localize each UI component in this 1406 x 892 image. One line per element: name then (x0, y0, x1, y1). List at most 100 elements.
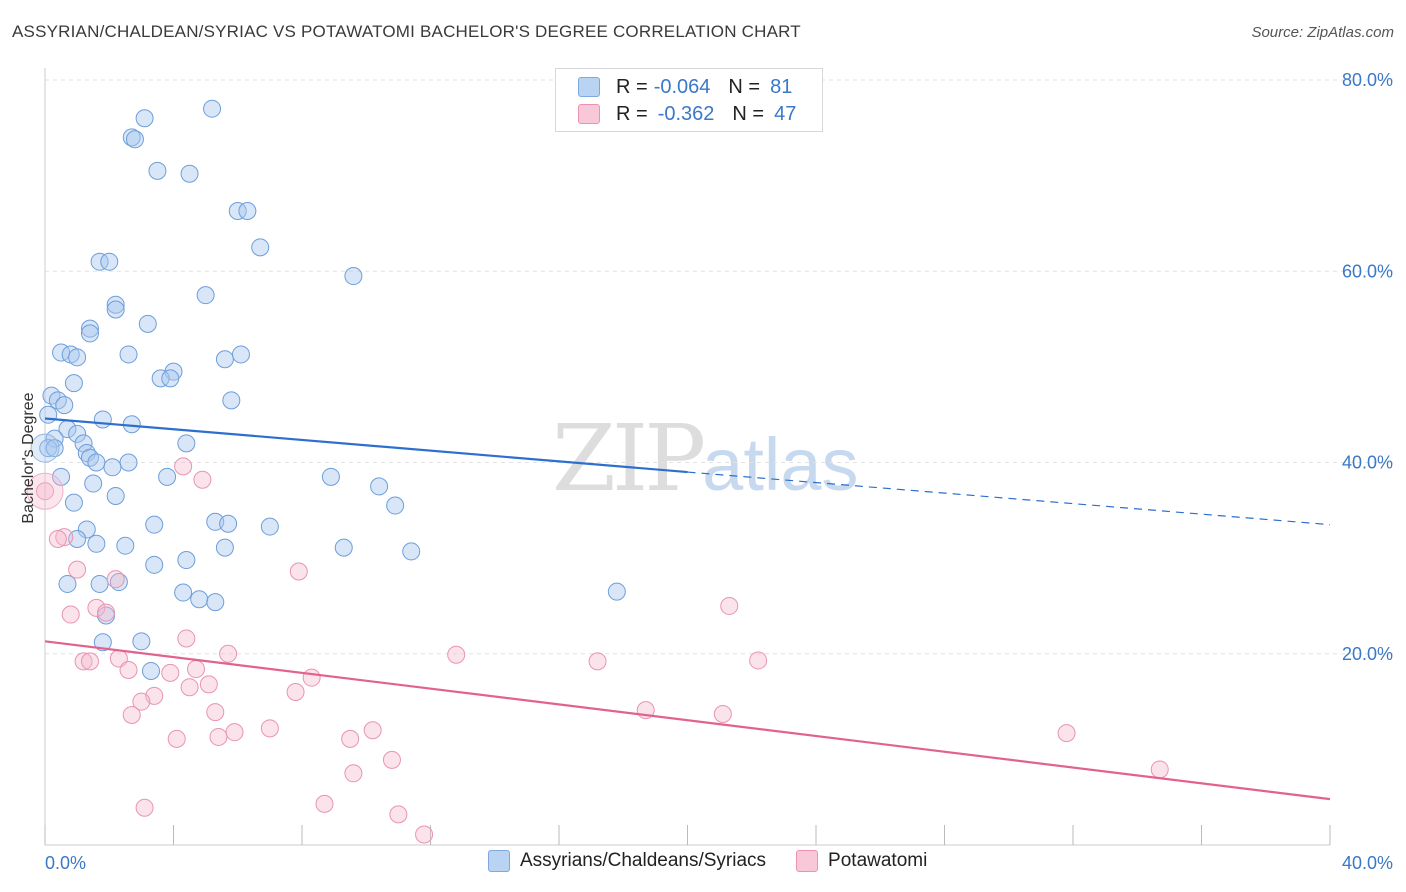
legend-r-label: R = (616, 102, 648, 125)
point-potawatomi (713, 704, 732, 723)
point-potawatomi (286, 683, 305, 701)
point-potawatomi (161, 663, 180, 682)
point-assyrians (58, 574, 77, 593)
point-assyrians (39, 439, 58, 458)
point-assyrians (231, 345, 250, 364)
point-assyrians (138, 314, 157, 333)
watermark-atlas: atlas (702, 423, 859, 506)
point-assyrians (161, 369, 180, 388)
trend-lines (44, 417, 1331, 801)
chart-title: ASSYRIAN/CHALDEAN/SYRIAC VS POTAWATOMI B… (12, 22, 801, 41)
point-assyrians (344, 267, 363, 286)
y-tick-label: 20.0% (1342, 644, 1393, 664)
point-assyrians (119, 345, 138, 364)
point-assyrians (151, 369, 170, 388)
point-potawatomi (289, 562, 308, 581)
point-potawatomi (260, 719, 279, 738)
point-assyrians (80, 324, 99, 343)
point-potawatomi (26, 472, 64, 510)
point-assyrians (219, 514, 238, 533)
point-potawatomi (193, 470, 212, 489)
point-assyrians (222, 391, 241, 410)
point-potawatomi (132, 692, 151, 711)
watermark-zip: ZIP (552, 405, 706, 512)
point-potawatomi (341, 729, 360, 748)
point-assyrians (68, 348, 87, 367)
point-potawatomi (122, 705, 141, 724)
point-potawatomi (199, 675, 218, 694)
point-assyrians (196, 286, 215, 305)
point-assyrians (321, 467, 340, 486)
trend-line-assyrians (44, 417, 688, 474)
legend-item-label: Potawatomi (828, 850, 928, 871)
point-potawatomi (206, 703, 225, 722)
point-assyrians (77, 520, 96, 539)
series-assyrians-points (30, 99, 626, 680)
legend-swatch-pink (796, 850, 819, 872)
grid-lines (45, 79, 1395, 655)
legend-item-assyrians: Assyrians/Chaldeans/Syriacs (488, 850, 766, 872)
point-potawatomi (389, 805, 408, 824)
point-assyrians (238, 202, 257, 221)
point-assyrians (45, 439, 64, 458)
point-potawatomi (415, 825, 434, 844)
series-potawatomi-points (26, 457, 1169, 844)
legend-row-assyrians: R = -0.064 N = 81 (578, 74, 792, 100)
legend-item-potawatomi: Potawatomi (796, 850, 927, 872)
y-tick-label: 80.0% (1342, 70, 1393, 90)
point-assyrians (100, 252, 119, 271)
legend-row-potawatomi: R = -0.362 N = 47 (578, 101, 796, 127)
legend-n-label: N = (728, 75, 761, 98)
point-potawatomi (87, 598, 106, 617)
point-assyrians (145, 515, 164, 534)
point-assyrians (142, 661, 161, 680)
point-assyrians (103, 458, 122, 477)
point-potawatomi (1057, 724, 1076, 743)
point-potawatomi (382, 750, 401, 769)
point-potawatomi (55, 528, 74, 547)
point-potawatomi (344, 764, 363, 783)
trend-line-assyrians-extension (687, 471, 1331, 526)
point-potawatomi (447, 645, 466, 664)
point-assyrians (87, 534, 106, 553)
source-label: Source: ZipAtlas.com (1251, 24, 1394, 41)
point-potawatomi (106, 570, 125, 589)
point-assyrians (119, 453, 138, 472)
point-assyrians (203, 99, 222, 118)
point-assyrians (190, 590, 209, 609)
point-potawatomi (302, 668, 321, 687)
legend-swatch-pink (578, 104, 600, 124)
point-assyrians (174, 583, 193, 602)
x-tick-label: 40.0% (1342, 853, 1393, 873)
point-potawatomi (180, 678, 199, 697)
watermark: ZIPatlas (552, 405, 858, 512)
point-assyrians (93, 633, 112, 652)
point-assyrians (180, 164, 199, 183)
point-potawatomi (209, 727, 228, 746)
trend-line-potawatomi (44, 640, 1331, 801)
point-potawatomi (74, 652, 93, 671)
point-assyrians (90, 252, 109, 271)
point-potawatomi (61, 605, 80, 624)
point-assyrians (132, 632, 151, 651)
stats-legend: R = -0.064 N = 81 R = -0.362 N = 47 (555, 68, 823, 132)
point-assyrians (122, 128, 141, 147)
legend-item-label: Assyrians/Chaldeans/Syriacs (520, 850, 767, 871)
y-tick-label: 60.0% (1342, 261, 1393, 281)
point-potawatomi (174, 457, 193, 476)
legend-r-label: R = (616, 75, 648, 98)
y-tick-label: 40.0% (1342, 453, 1393, 473)
point-assyrians (87, 453, 106, 472)
point-assyrians (125, 130, 144, 149)
point-potawatomi (36, 482, 54, 501)
point-assyrians (228, 202, 247, 221)
point-potawatomi (720, 596, 739, 615)
point-potawatomi (219, 644, 238, 663)
point-assyrians (30, 433, 60, 463)
point-assyrians (106, 300, 125, 319)
legend-r-value: -0.064 (653, 75, 711, 98)
point-assyrians (402, 542, 421, 561)
point-assyrians (370, 477, 389, 496)
y-axis-label: Bachelor's Degree (20, 392, 37, 523)
point-potawatomi (186, 660, 205, 679)
